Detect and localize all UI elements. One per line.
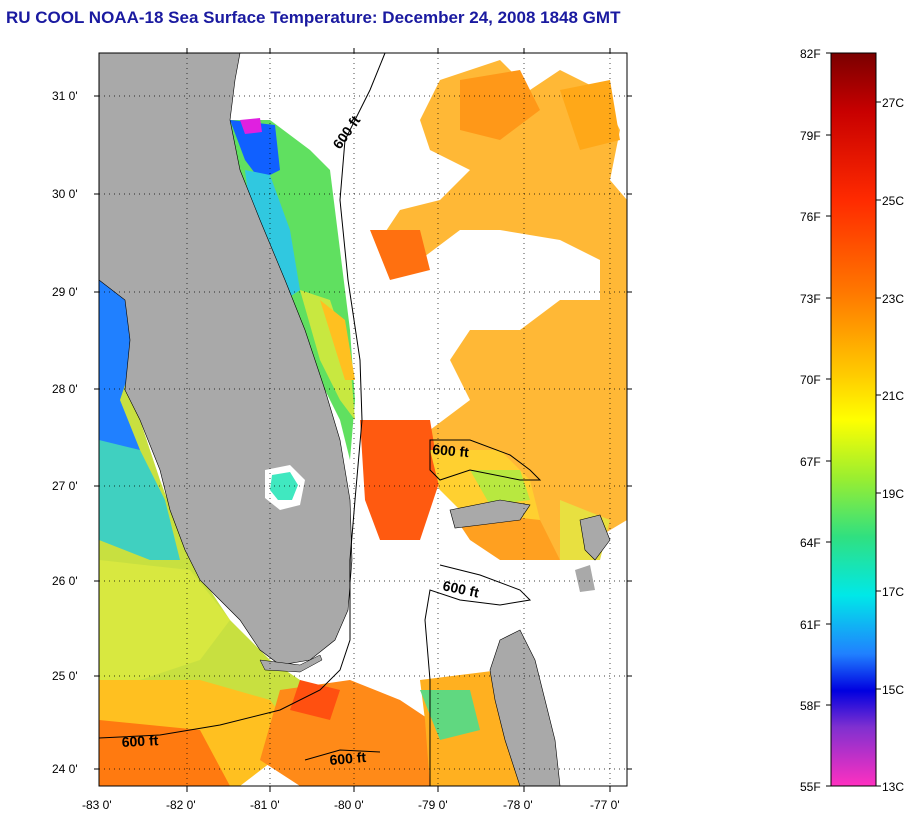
colorbar-c-label: 19C [882, 487, 904, 501]
colorbar-f-label: 61F [800, 618, 821, 632]
lon-labels: -83 0' -82 0' -81 0' -80 0' -79 0' -78 0… [82, 798, 620, 812]
contour-label: 600 ft [432, 441, 470, 460]
colorbar-c-label: 27C [882, 96, 904, 110]
lat-label: 26 0' [52, 574, 78, 588]
colorbar-f-label: 76F [800, 210, 821, 224]
lat-labels: 31 0' 30 0' 29 0' 28 0' 27 0' 26 0' 25 0… [52, 89, 78, 776]
land [99, 53, 611, 786]
contour-label: 600 ft [441, 577, 480, 600]
colorbar-f-label: 67F [800, 455, 821, 469]
lat-label: 24 0' [52, 762, 78, 776]
colorbar-ticks [826, 52, 881, 787]
gulf-water [99, 270, 330, 786]
colorbar-f-label: 82F [800, 47, 821, 61]
lat-label: 27 0' [52, 479, 78, 493]
colorbar-c-label: 25C [882, 194, 904, 208]
lon-label: -78 0' [503, 798, 533, 812]
colorbar-c-label: 23C [882, 292, 904, 306]
lon-label: -83 0' [82, 798, 112, 812]
colorbar-c-label: 17C [882, 585, 904, 599]
colorbar-c-label: 13C [882, 780, 904, 794]
colorbar-c-label: 21C [882, 389, 904, 403]
lon-tick-marks [186, 48, 611, 792]
map-area [99, 53, 627, 786]
lon-label: -81 0' [250, 798, 280, 812]
lon-label: -79 0' [418, 798, 448, 812]
colorbar-f-label: 55F [800, 780, 821, 794]
bathymetry-contours [99, 53, 542, 786]
florida-shelf-water [230, 118, 355, 460]
lat-label: 30 0' [52, 187, 78, 201]
lat-label: 29 0' [52, 285, 78, 299]
colorbar-f-label: 64F [800, 536, 821, 550]
contour-label: 600 ft [329, 749, 367, 768]
lon-label: -77 0' [590, 798, 620, 812]
lat-tick-marks [94, 95, 632, 770]
graticule [99, 53, 627, 786]
map-frame [98, 52, 628, 787]
colorbar: 82F 79F 76F 73F 70F 67F 64F 61F 58F 55F … [800, 47, 904, 794]
lat-label: 31 0' [52, 89, 78, 103]
colorbar-f-label: 73F [800, 292, 821, 306]
colorbar-f-label: 79F [800, 129, 821, 143]
lon-label: -82 0' [166, 798, 196, 812]
contour-label: 600 ft [121, 732, 159, 750]
lat-label: 28 0' [52, 382, 78, 396]
colorbar-f-label: 58F [800, 699, 821, 713]
lat-label: 25 0' [52, 669, 78, 683]
colorbar-c-label: 15C [882, 683, 904, 697]
colorbar-f-label: 70F [800, 373, 821, 387]
lon-label: -80 0' [334, 798, 364, 812]
colorbar-gradient [830, 52, 877, 787]
page-title: RU COOL NOAA-18 Sea Surface Temperature:… [6, 8, 621, 27]
